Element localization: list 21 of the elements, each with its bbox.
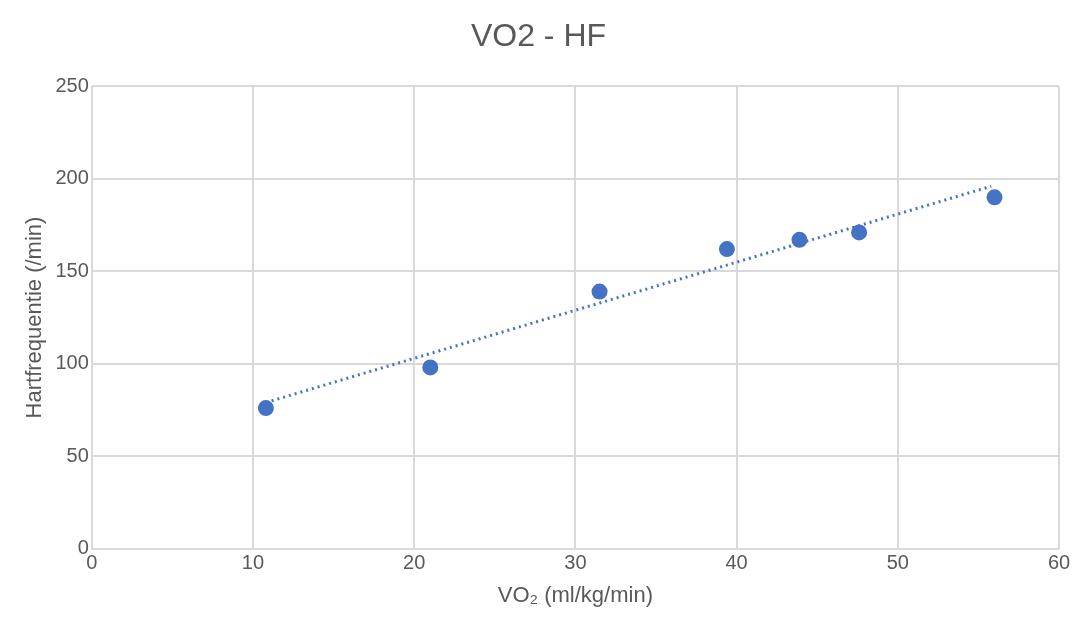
- y-tick-label: 50: [66, 443, 89, 466]
- y-axis-title: Hartfrequentie (/min): [21, 216, 47, 419]
- x-tick-label: 50: [886, 551, 909, 574]
- point: [422, 359, 439, 376]
- x-axis-title: VO₂ (ml/kg/min): [497, 581, 653, 607]
- point: [257, 400, 274, 417]
- point: [791, 231, 808, 248]
- x-tick-label: 40: [725, 551, 748, 574]
- x-tick-label: 30: [564, 551, 587, 574]
- y-tick-label: 150: [55, 258, 89, 281]
- y-tick-label: 100: [55, 351, 89, 374]
- point: [718, 241, 735, 258]
- x-tick-label: 10: [241, 551, 265, 574]
- x-tick-label: 60: [1047, 551, 1071, 574]
- point: [851, 224, 868, 241]
- point: [986, 189, 1003, 206]
- y-tick-label: 250: [55, 73, 89, 96]
- x-tick-label: 20: [403, 551, 426, 574]
- point: [591, 283, 608, 300]
- chart-title: VO2 - HF: [470, 17, 607, 54]
- y-tick-label: 200: [55, 166, 89, 189]
